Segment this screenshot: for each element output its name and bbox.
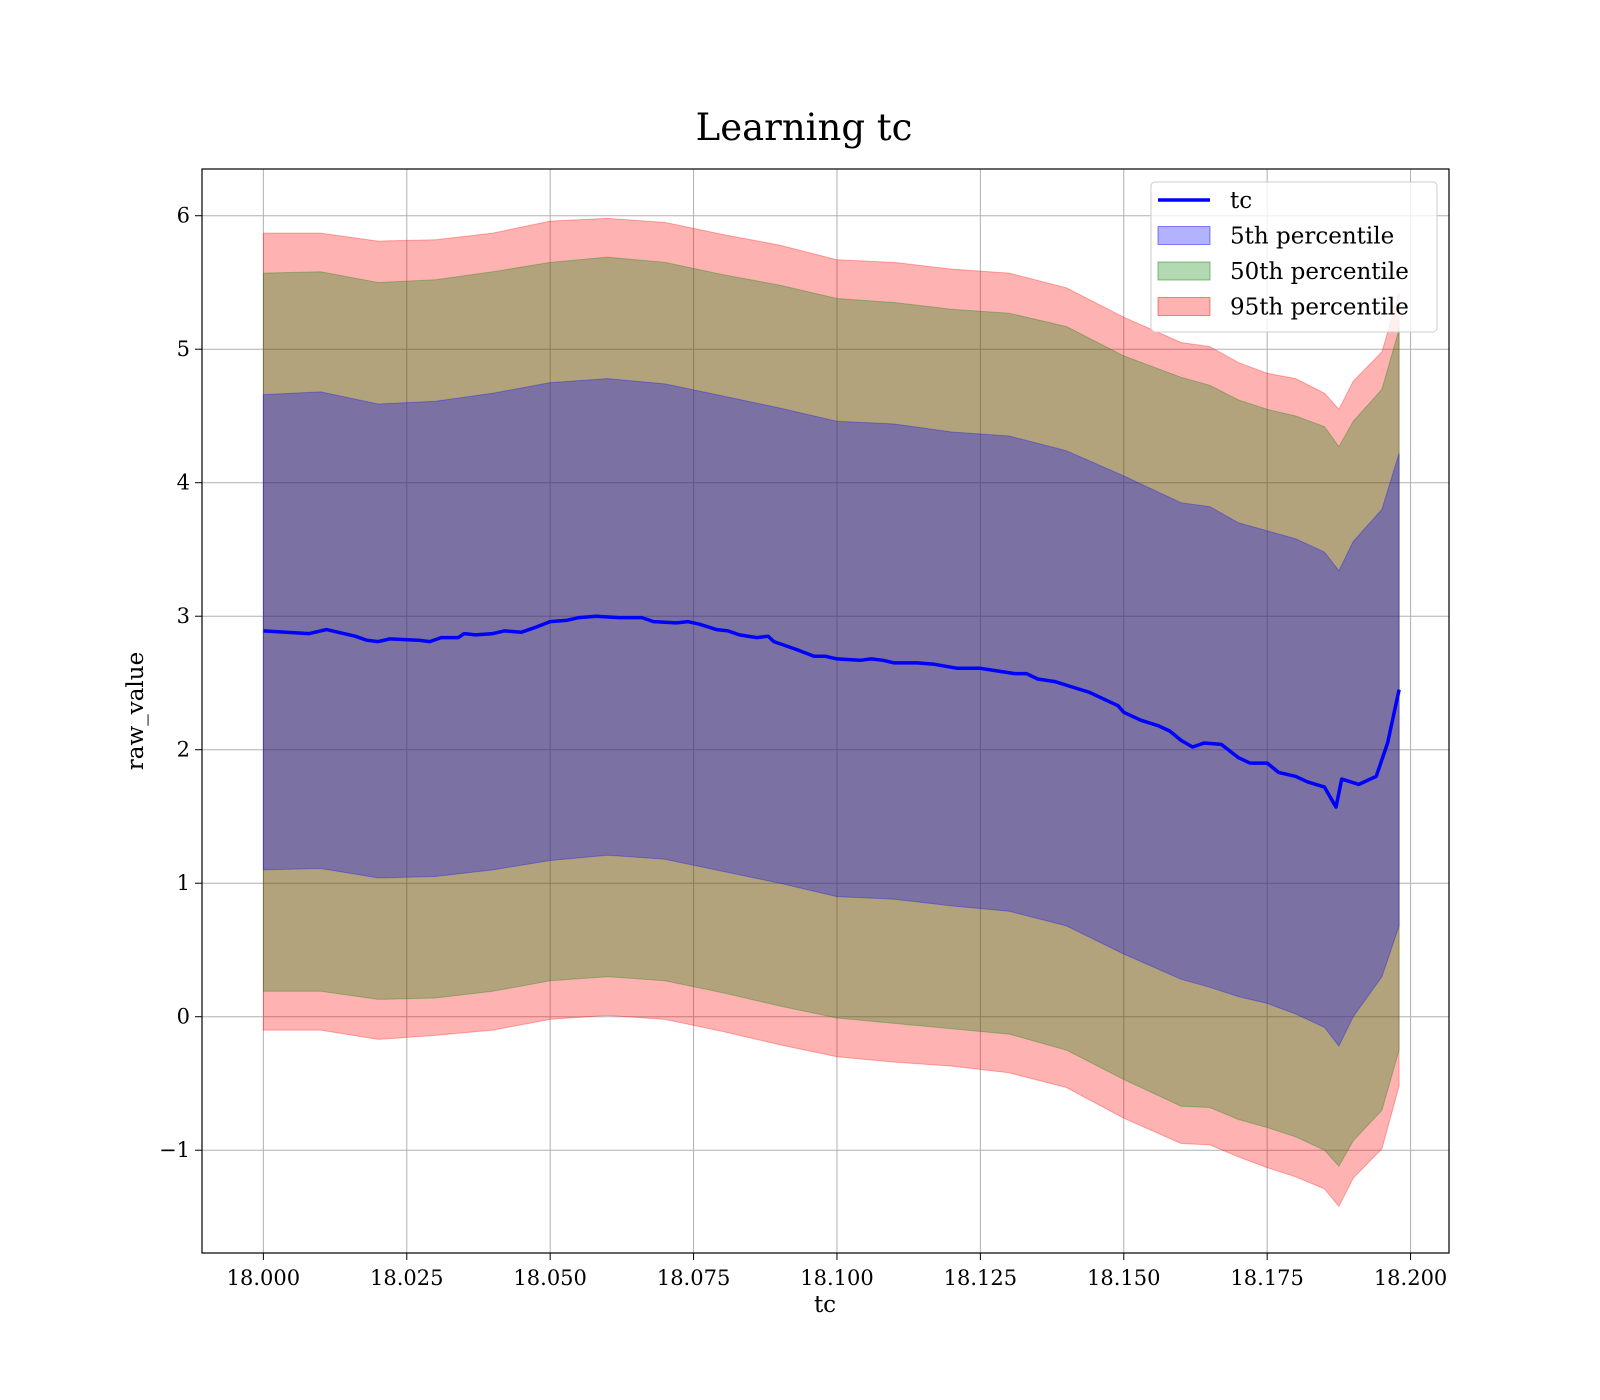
x-tick-label: 18.125 (944, 1266, 1017, 1290)
legend-box (1150, 181, 1438, 333)
percentile-bands (262, 217, 1400, 1208)
x-tick-label: 18.075 (657, 1266, 730, 1290)
x-tick-label: 18.175 (1230, 1266, 1303, 1290)
x-tick-label: 18.050 (513, 1266, 586, 1290)
legend-label: 50th percentile (1230, 259, 1409, 285)
x-tick-label: 18.025 (370, 1266, 443, 1290)
x-tick-label: 18.000 (227, 1266, 300, 1290)
y-tick-label: 1 (177, 871, 190, 895)
legend-label: tc (1230, 188, 1252, 214)
legend-swatch-50th-percentile (1157, 261, 1211, 281)
y-tick-label: −1 (159, 1138, 190, 1162)
y-tick-label: 6 (177, 204, 190, 228)
tc-line (263, 614, 1401, 809)
chart-title: Learning tc (696, 106, 913, 149)
y-tick-label: 3 (177, 604, 190, 628)
y-tick-label: 2 (177, 738, 190, 762)
x-axis-label: tc (814, 1292, 836, 1318)
y-axis-ticks: −1 0 1 2 3 4 5 6 (159, 204, 202, 1162)
legend-label: 95th percentile (1230, 295, 1409, 321)
50th-percentile-band (262, 256, 1400, 1168)
legend-label: 5th percentile (1230, 224, 1394, 250)
x-axis-ticks: 18.000 18.025 18.050 18.075 18.100 18.125 18.1… (227, 1253, 1447, 1290)
legend-swatch-95th-percentile (1157, 297, 1211, 316)
x-tick-label: 18.100 (800, 1266, 873, 1290)
legend-swatch-5th-percentile (1157, 226, 1211, 245)
y-axis-label: raw_value (123, 652, 149, 770)
series-lines (263, 614, 1401, 809)
plot-area: 18.000 18.025 18.050 18.075 18.100 18.125 18.1… (159, 168, 1450, 1290)
grid-lines (202, 169, 1449, 1253)
legend: tc 5th percentile 50th percentile 95th perc… (1150, 181, 1438, 333)
5th-percentile-band (262, 378, 1400, 1048)
95th-percentile-band (262, 217, 1400, 1208)
y-tick-label: 5 (177, 337, 190, 361)
x-tick-label: 18.200 (1374, 1266, 1447, 1290)
x-tick-label: 18.150 (1087, 1266, 1160, 1290)
y-tick-label: 4 (177, 471, 190, 495)
axes-frame (201, 168, 1450, 1254)
y-tick-label: 0 (177, 1005, 190, 1029)
